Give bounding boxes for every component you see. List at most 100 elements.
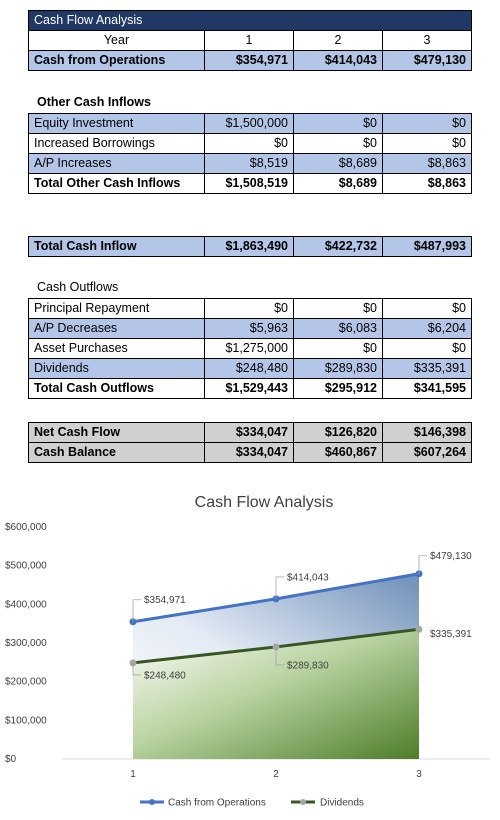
cell-value: $1,275,000 bbox=[204, 338, 294, 359]
total-row: Total Cash Outflows $1,529,443 $295,912 … bbox=[28, 378, 472, 399]
cell-value: $0 bbox=[382, 133, 472, 154]
legend-label: Dividends bbox=[320, 798, 364, 809]
y-tick-label: $300,000 bbox=[5, 638, 47, 649]
row-label: Asset Purchases bbox=[28, 338, 205, 359]
label-leader bbox=[275, 576, 284, 599]
cell-value: $1,863,490 bbox=[204, 236, 294, 257]
series-area bbox=[133, 629, 419, 759]
chart-title: Cash Flow Analysis bbox=[195, 494, 334, 511]
y-tick-label: $200,000 bbox=[5, 677, 47, 688]
table-row: A/P Increases $8,519 $8,689 $8,863 bbox=[28, 153, 472, 174]
label-leader bbox=[418, 555, 427, 574]
x-tick-label: 2 bbox=[273, 769, 279, 780]
cell-value: $0 bbox=[382, 298, 472, 319]
x-tick-label: 3 bbox=[416, 769, 422, 780]
title-row: Cash Flow Analysis bbox=[28, 10, 472, 31]
cell-value: $422,732 bbox=[293, 236, 383, 257]
cell-value: $335,391 bbox=[382, 358, 472, 379]
cell-value: $8,689 bbox=[293, 153, 383, 174]
cell-value: $334,047 bbox=[204, 422, 294, 443]
data-point bbox=[272, 643, 280, 651]
row-label: Total Cash Inflow bbox=[28, 236, 205, 257]
cell-value: $0 bbox=[204, 298, 294, 319]
row-label: Principal Repayment bbox=[28, 298, 205, 319]
y-tick-label: $100,000 bbox=[5, 715, 47, 726]
operations-row: Cash from Operations $354,971 $414,043 $… bbox=[28, 50, 472, 71]
cell-value: $0 bbox=[382, 338, 472, 359]
table-row: A/P Decreases $5,963 $6,083 $6,204 bbox=[28, 318, 472, 339]
cell-value: $341,595 bbox=[382, 378, 472, 399]
y-tick-label: $400,000 bbox=[5, 599, 47, 610]
header-table: Cash Flow Analysis Year 1 2 3 Cash from … bbox=[28, 10, 472, 71]
data-point bbox=[272, 595, 280, 603]
y-tick-label: $500,000 bbox=[5, 561, 47, 572]
year-cell: 1 bbox=[204, 30, 294, 51]
y-tick-label: $600,000 bbox=[5, 522, 47, 533]
row-label: Cash Balance bbox=[28, 442, 205, 463]
cell-value: $5,963 bbox=[204, 318, 294, 339]
cell-value: $460,867 bbox=[293, 442, 383, 463]
other-inflows-table: Equity Investment $1,500,000 $0 $0 Incre… bbox=[28, 113, 472, 194]
x-tick-label: 1 bbox=[130, 769, 136, 780]
cell-value: $0 bbox=[293, 133, 383, 154]
data-point bbox=[415, 625, 423, 633]
summary-row: Net Cash Flow $334,047 $126,820 $146,398 bbox=[28, 422, 472, 443]
cell-value: $1,500,000 bbox=[204, 113, 294, 134]
cell-value: $289,830 bbox=[293, 358, 383, 379]
cell-value: $8,863 bbox=[382, 153, 472, 174]
cell-value: $1,508,519 bbox=[204, 173, 294, 194]
row-label: Net Cash Flow bbox=[28, 422, 205, 443]
cell-value: $0 bbox=[382, 113, 472, 134]
cell-value: $6,083 bbox=[293, 318, 383, 339]
cell-value: $295,912 bbox=[293, 378, 383, 399]
year-label: Year bbox=[28, 30, 205, 51]
cell-value: $354,971 bbox=[204, 50, 294, 71]
label-leader bbox=[132, 599, 141, 622]
data-label: $289,830 bbox=[287, 660, 329, 671]
year-cell: 3 bbox=[382, 30, 472, 51]
year-row: Year 1 2 3 bbox=[28, 30, 472, 51]
table-row: Equity Investment $1,500,000 $0 $0 bbox=[28, 113, 472, 134]
row-label: Increased Borrowings bbox=[28, 133, 205, 154]
total-row: Total Other Cash Inflows $1,508,519 $8,6… bbox=[28, 173, 472, 194]
cell-value: $0 bbox=[293, 338, 383, 359]
year-cell: 2 bbox=[293, 30, 383, 51]
data-label: $479,130 bbox=[430, 551, 472, 562]
cell-value: $414,043 bbox=[293, 50, 383, 71]
row-label: A/P Increases bbox=[28, 153, 205, 174]
data-label: $414,043 bbox=[287, 572, 329, 583]
data-label: $248,480 bbox=[144, 670, 186, 681]
row-label: Dividends bbox=[28, 358, 205, 379]
legend-marker bbox=[300, 799, 306, 805]
table-title: Cash Flow Analysis bbox=[28, 10, 472, 31]
cell-value: $8,519 bbox=[204, 153, 294, 174]
cell-value: $479,130 bbox=[382, 50, 472, 71]
table-row: Dividends $248,480 $289,830 $335,391 bbox=[28, 358, 472, 379]
cell-value: $0 bbox=[204, 133, 294, 154]
cell-value: $607,264 bbox=[382, 442, 472, 463]
cell-value: $0 bbox=[293, 298, 383, 319]
cell-value: $8,863 bbox=[382, 173, 472, 194]
table-row: Increased Borrowings $0 $0 $0 bbox=[28, 133, 472, 154]
total-inflow-table: Total Cash Inflow $1,863,490 $422,732 $4… bbox=[28, 236, 472, 257]
cell-value: $0 bbox=[293, 113, 383, 134]
legend-marker bbox=[149, 799, 155, 805]
data-point bbox=[129, 618, 137, 626]
row-label: Total Other Cash Inflows bbox=[28, 173, 205, 194]
outflows-table: Principal Repayment $0 $0 $0 A/P Decreas… bbox=[28, 298, 472, 399]
table-row: Asset Purchases $1,275,000 $0 $0 bbox=[28, 338, 472, 359]
cell-value: $126,820 bbox=[293, 422, 383, 443]
row-label: Cash from Operations bbox=[28, 50, 205, 71]
cell-value: $334,047 bbox=[204, 442, 294, 463]
table-row: Principal Repayment $0 $0 $0 bbox=[28, 298, 472, 319]
row-label: Equity Investment bbox=[28, 113, 205, 134]
y-tick-label: $0 bbox=[5, 754, 17, 765]
cell-value: $8,689 bbox=[293, 173, 383, 194]
total-inflow-row: Total Cash Inflow $1,863,490 $422,732 $4… bbox=[28, 236, 472, 257]
cell-value: $146,398 bbox=[382, 422, 472, 443]
data-label: $354,971 bbox=[144, 595, 186, 606]
cell-value: $248,480 bbox=[204, 358, 294, 379]
data-label: $335,391 bbox=[430, 629, 472, 640]
legend-label: Cash from Operations bbox=[168, 798, 266, 809]
row-label: A/P Decreases bbox=[28, 318, 205, 339]
